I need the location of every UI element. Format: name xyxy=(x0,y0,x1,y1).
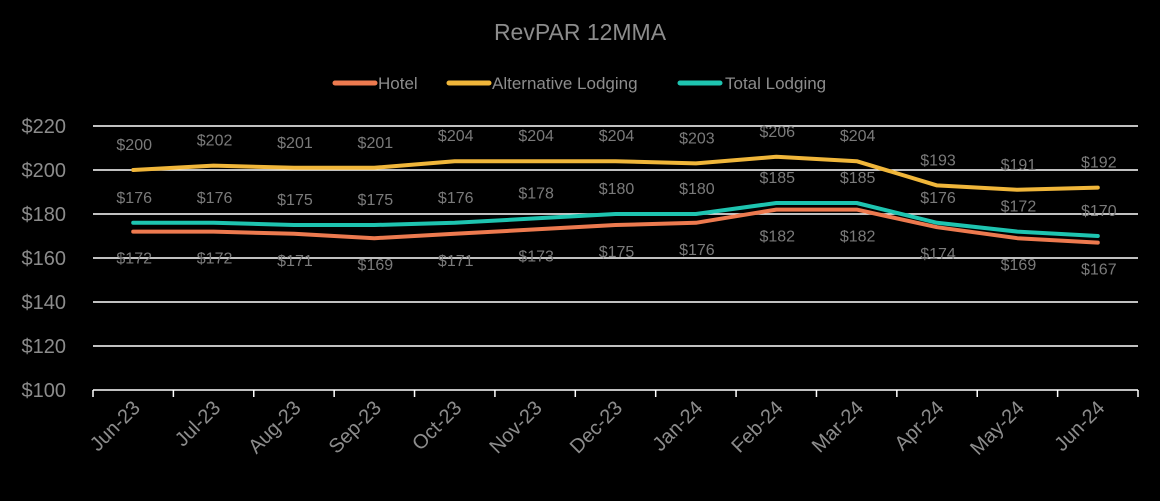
x-tick-label-nov-23: Nov-23 xyxy=(485,397,546,458)
legend: Hotel Alternative Lodging Total Lodging xyxy=(332,74,826,93)
data-label-total-lodging: $176 xyxy=(197,190,233,207)
data-label-total-lodging: $176 xyxy=(116,190,152,207)
data-label-hotel: $172 xyxy=(197,251,233,268)
data-label-hotel: $169 xyxy=(1001,257,1037,274)
data-label-alternative-lodging: $192 xyxy=(1081,155,1117,172)
data-label-alternative-lodging: $193 xyxy=(920,152,956,169)
x-tick-label-jan-24: Jan-24 xyxy=(649,397,708,456)
y-axis-tick-labels: $100 $120 $140 $160 $180 $200 $220 xyxy=(22,116,67,402)
x-tick-label-jun-23: Jun-23 xyxy=(86,397,145,456)
data-label-alternative-lodging: $204 xyxy=(599,128,635,145)
data-label-total-lodging: $176 xyxy=(438,190,474,207)
data-label-hotel: $172 xyxy=(116,251,152,268)
data-label-alternative-lodging: $201 xyxy=(358,135,394,152)
data-label-hotel: $182 xyxy=(759,229,795,246)
data-label-total-lodging: $178 xyxy=(518,185,554,202)
y-tick-label-120: $120 xyxy=(22,336,67,358)
x-axis: Jun-23 Jul-23 Aug-23 Sep-23 Oct-23 Nov-23 Dec-… xyxy=(86,389,1139,460)
data-label-hotel: $175 xyxy=(599,244,635,261)
data-label-total-lodging: $170 xyxy=(1081,203,1117,220)
data-label-alternative-lodging: $204 xyxy=(840,128,876,145)
data-label-hotel: $176 xyxy=(679,242,715,259)
y-tick-label-220: $220 xyxy=(22,116,67,138)
x-tick-label-jul-23: Jul-23 xyxy=(171,397,225,451)
data-label-hotel: $173 xyxy=(518,248,554,265)
x-tick-label-aug-23: Aug-23 xyxy=(244,397,305,458)
data-label-total-lodging: $180 xyxy=(679,181,715,198)
x-tick-label-apr-24: Apr-24 xyxy=(891,397,949,455)
data-label-alternative-lodging: $204 xyxy=(518,128,554,145)
x-tick-label-sep-23: Sep-23 xyxy=(325,397,386,458)
data-label-alternative-lodging: $200 xyxy=(116,137,152,154)
series-line-total-lodging xyxy=(131,201,1100,238)
data-label-alternative-lodging: $191 xyxy=(1001,157,1037,174)
x-tick-label-jun-24: Jun-24 xyxy=(1051,397,1110,456)
y-tick-label-200: $200 xyxy=(22,160,67,182)
legend-label-hotel: Hotel xyxy=(378,74,418,93)
x-tick-label-dec-23: Dec-23 xyxy=(566,397,627,458)
chart-title: RevPAR 12MMA xyxy=(494,19,667,45)
data-labels: $172 $172 $171 $169 $171 $173 $175 $176 $182 $182… xyxy=(116,124,1116,279)
legend-label-total-lodging: Total Lodging xyxy=(725,74,826,93)
data-label-alternative-lodging: $204 xyxy=(438,128,474,145)
data-label-total-lodging: $176 xyxy=(920,190,956,207)
x-tick-label-feb-24: Feb-24 xyxy=(727,397,787,457)
data-label-total-lodging: $175 xyxy=(277,192,313,209)
data-label-total-lodging: $172 xyxy=(1001,199,1037,216)
x-tick-label-may-24: May-24 xyxy=(966,397,1029,460)
data-label-total-lodging: $180 xyxy=(599,181,635,198)
data-label-hotel: $167 xyxy=(1081,262,1117,279)
data-label-alternative-lodging: $203 xyxy=(679,130,715,147)
gridlines xyxy=(93,125,1138,347)
data-label-alternative-lodging: $201 xyxy=(277,135,313,152)
data-label-hotel: $171 xyxy=(277,253,313,270)
x-tick-label-oct-23: Oct-23 xyxy=(408,397,466,455)
data-label-total-lodging: $175 xyxy=(358,192,394,209)
series-line-hotel xyxy=(131,207,1100,245)
y-tick-label-140: $140 xyxy=(22,292,67,314)
y-tick-label-100: $100 xyxy=(22,380,67,402)
data-label-total-lodging: $185 xyxy=(840,170,876,187)
data-label-alternative-lodging: $206 xyxy=(759,124,795,141)
legend-label-alternative-lodging: Alternative Lodging xyxy=(492,74,638,93)
x-tick-label-mar-24: Mar-24 xyxy=(808,397,868,457)
series-lines xyxy=(131,154,1100,245)
data-label-hotel: $171 xyxy=(438,253,474,270)
series-line-alternative-lodging xyxy=(131,154,1100,192)
data-label-total-lodging: $185 xyxy=(759,170,795,187)
data-label-hotel: $169 xyxy=(358,257,394,274)
data-label-alternative-lodging: $202 xyxy=(197,133,233,150)
data-label-hotel: $174 xyxy=(920,246,956,263)
y-tick-label-180: $180 xyxy=(22,204,67,226)
y-tick-label-160: $160 xyxy=(22,248,67,270)
data-label-hotel: $182 xyxy=(840,229,876,246)
